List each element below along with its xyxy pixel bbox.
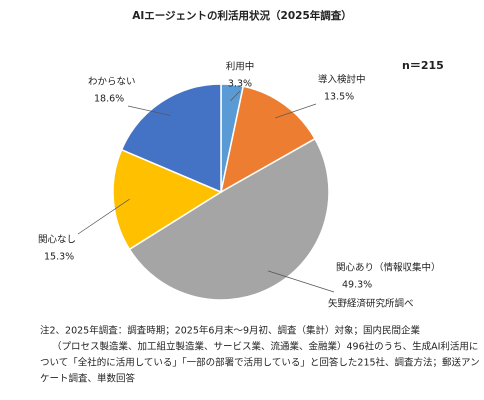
pie-slice [219, 85, 317, 194]
leader-line [77, 198, 130, 235]
slice-label: 導入検討中 [318, 74, 366, 86]
leader-line [267, 270, 335, 293]
note-line: ケート調査、単数回答 [40, 373, 136, 385]
pie-slice [128, 137, 330, 301]
source: 矢野経済研究所調べ [328, 298, 414, 310]
pie-slice [112, 148, 223, 251]
chart-title: AIエージェントの利活用状況（2025年調査） [132, 9, 352, 22]
value-label: 49.3% [342, 280, 372, 291]
leader-line [230, 90, 241, 101]
leader-line [127, 105, 171, 116]
value-label: 13.5% [324, 92, 354, 103]
value-label: 18.6% [94, 94, 124, 105]
note-line: （プロセス製造業、加工組立製造業、サービス業、流通業、金融業）496社のうち、生… [52, 341, 478, 353]
slice-label: 利用中 [226, 61, 255, 73]
slice-label: 関心なし [38, 235, 76, 246]
slice-label: わからない [88, 77, 136, 88]
note-line: ついて「全社的に活用している」「一部の部署で活用している」と回答した215社、調… [40, 357, 480, 369]
note-line: 注2、2025年調査：調査時期；2025年6月末～9月初、調査（集計）対象；国内… [40, 325, 420, 337]
leader-line [275, 103, 317, 119]
pie-slice [120, 83, 222, 194]
sample-size: n＝215 [402, 59, 444, 72]
value-label: 15.3% [44, 252, 74, 263]
slice-label: 関心あり（情報収集中） [336, 262, 441, 274]
value-label: 3.3% [228, 79, 252, 90]
